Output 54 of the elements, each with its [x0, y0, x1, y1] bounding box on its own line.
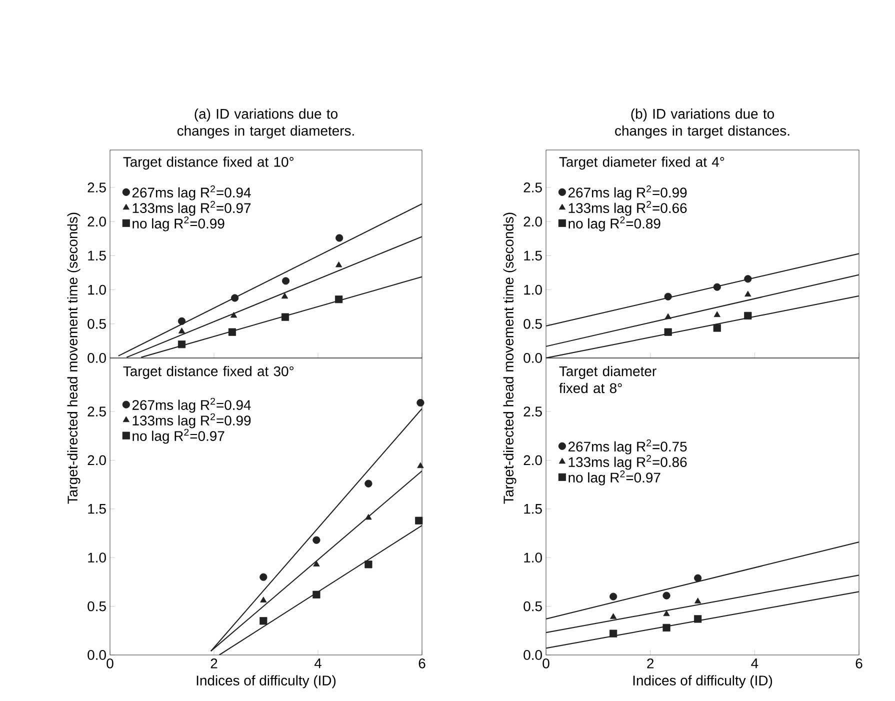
y-tick-label: 0.0: [88, 353, 106, 363]
chart-title: (b) ID variations due to changes in target distances.: [615, 108, 790, 138]
y-tick-label: 2.5: [88, 406, 106, 416]
y-tick-label: 2.5: [524, 406, 542, 416]
legend-label: 267ms lag R$^{2}$=0.75: [568, 439, 687, 454]
y-tick-label: 1.0: [524, 284, 542, 295]
y-tick-label: 1.5: [88, 250, 106, 261]
y-tick-label: 2.0: [524, 216, 542, 227]
y-tick-label: 1.0: [88, 284, 106, 295]
x-tick-label: 0: [542, 658, 550, 668]
chart-subtitle: Target distance fixed at 10°: [123, 156, 294, 170]
y-tick-label: 0.0: [524, 353, 542, 363]
legend-label: no lag R$^{2}$=0.97: [568, 470, 660, 486]
x-tick-label: 4: [314, 658, 322, 668]
legend-label: no lag R$^{2}$=0.99: [132, 216, 224, 232]
y-axis-title: Target-directed head movement time (seconds): [67, 212, 80, 504]
chart-subtitle: Target diameter fixed at 4°: [559, 156, 724, 170]
legend-label: no lag R$^{2}$=0.89: [568, 216, 660, 232]
y-tick-label: 2.0: [524, 455, 542, 466]
x-tick-label: 2: [647, 658, 654, 668]
y-tick-label: 1.5: [88, 504, 106, 514]
y-axis-title: Target-directed head movement time (seconds): [503, 212, 516, 504]
y-tick-label: 0.5: [88, 318, 106, 329]
legend-label: 267ms lag R$^{2}$=0.94: [132, 185, 251, 200]
y-tick-label: 1.0: [524, 552, 542, 563]
text: Target diameter fixed at 8°: [559, 366, 656, 394]
legend-label: 133ms lag R$^{2}$=0.97: [132, 200, 251, 216]
x-tick-label: 0: [106, 658, 114, 668]
x-tick-label: 2: [210, 658, 218, 668]
y-tick-label: 0.5: [88, 601, 106, 612]
x-tick-label: 6: [856, 658, 862, 668]
y-tick-label: 2.0: [88, 216, 106, 227]
x-tick-label: 4: [751, 658, 758, 668]
text: Target distance fixed at 30°: [123, 366, 294, 379]
legend-label: no lag R$^{2}$=0.97: [132, 428, 224, 444]
y-tick-label: 1.0: [88, 552, 106, 563]
y-tick-label: 0.0: [88, 650, 106, 660]
legend-label: 267ms lag R$^{2}$=0.99: [568, 185, 687, 200]
x-axis-title: Indices of difficulty (ID): [633, 675, 772, 688]
y-tick-label: 0.5: [524, 601, 542, 612]
y-tick-label: 1.5: [524, 504, 542, 514]
x-axis-title: Indices of difficulty (ID): [196, 675, 336, 688]
y-tick-label: 0.0: [524, 650, 542, 660]
y-tick-label: 2.5: [524, 182, 542, 192]
y-tick-label: 0.5: [524, 318, 542, 329]
legend-label: 267ms lag R$^{2}$=0.94: [132, 398, 251, 413]
y-tick-label: 1.5: [524, 250, 542, 261]
legend-label: 133ms lag R$^{2}$=0.99: [132, 413, 251, 428]
legend-label: 133ms lag R$^{2}$=0.66: [568, 200, 687, 216]
y-tick-label: 2.5: [88, 182, 106, 192]
x-tick-label: 6: [418, 658, 426, 668]
legend-label: 133ms lag R$^{2}$=0.86: [568, 454, 687, 470]
y-tick-label: 2.0: [88, 455, 106, 466]
chart-title: (a) ID variations due to changes in target diameters.: [177, 108, 354, 138]
